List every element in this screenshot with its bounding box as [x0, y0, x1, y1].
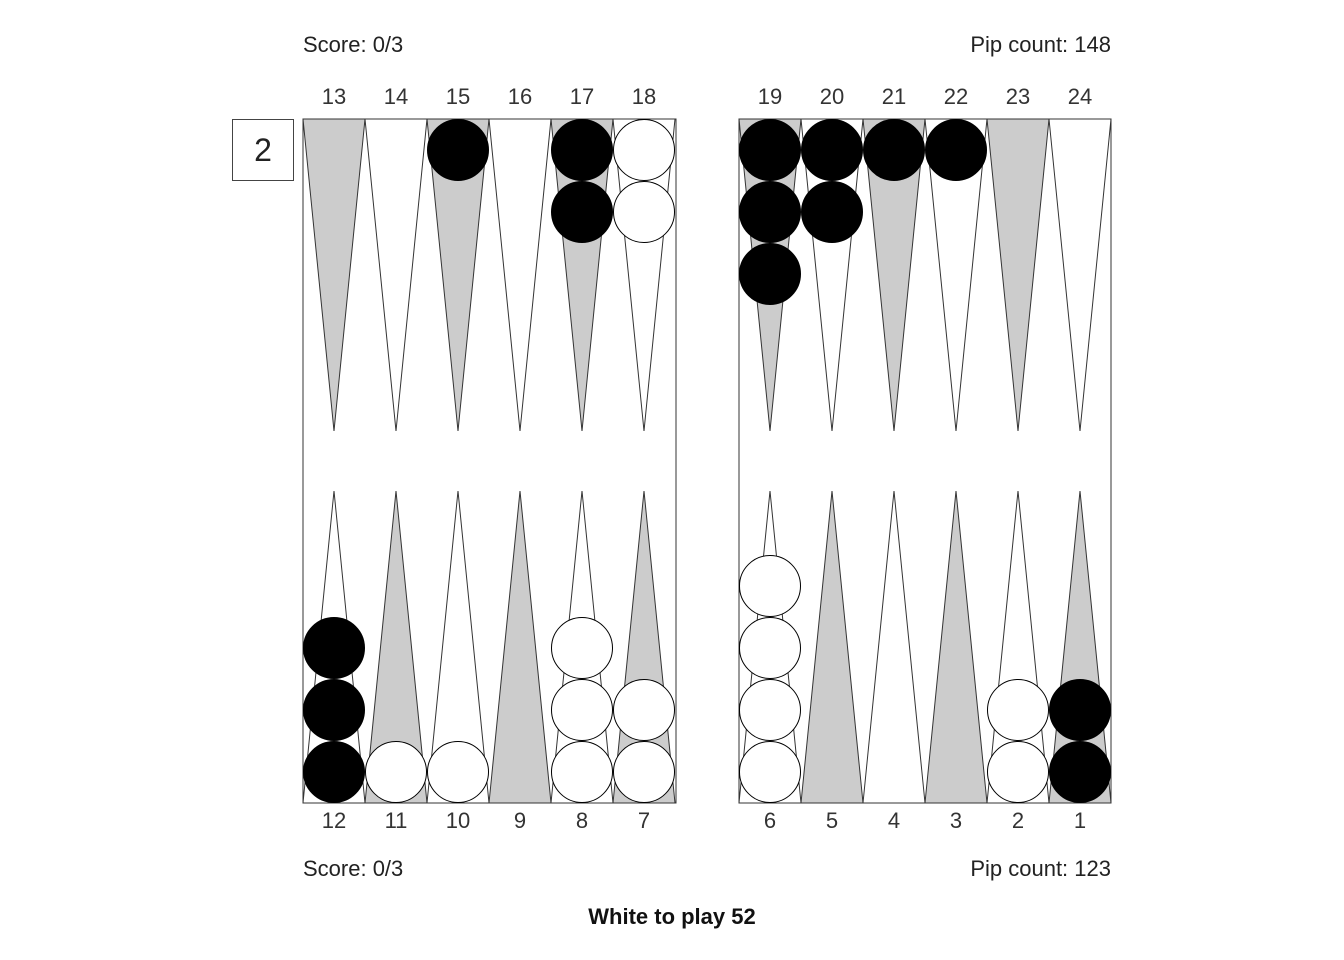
point-number-15: 15 [445, 84, 471, 109]
point-number-22: 22 [943, 84, 969, 109]
point-number-1: 1 [1073, 808, 1087, 833]
black-checker [739, 243, 801, 305]
black-checker [1049, 679, 1111, 741]
point-number-6: 6 [763, 808, 777, 833]
black-checker [551, 181, 613, 243]
white-checker [739, 679, 801, 741]
point-number-19: 19 [757, 84, 783, 109]
white-checker [427, 741, 489, 803]
black-checker [303, 617, 365, 679]
white-checker [739, 617, 801, 679]
point-number-4: 4 [887, 808, 901, 833]
white-checker [987, 679, 1049, 741]
black-checker [863, 119, 925, 181]
black-checker [1049, 741, 1111, 803]
right-board-frame [738, 118, 1112, 804]
white-checker [365, 741, 427, 803]
white-checker [551, 679, 613, 741]
top-score: Score: 0/3 [303, 32, 404, 57]
white-checker [551, 741, 613, 803]
point-number-12: 12 [321, 808, 347, 833]
point-number-10: 10 [445, 808, 471, 833]
left-board-frame [302, 118, 677, 804]
white-checker [613, 181, 675, 243]
doubling-cube[interactable]: 2 [232, 119, 294, 181]
turn-status: White to play 52 [588, 904, 756, 929]
point-number-8: 8 [575, 808, 589, 833]
point-number-21: 21 [881, 84, 907, 109]
point-number-11: 11 [384, 808, 408, 833]
point-number-16: 16 [507, 84, 533, 109]
black-checker [801, 119, 863, 181]
black-checker [739, 181, 801, 243]
white-checker [987, 741, 1049, 803]
bottom-pip-count: Pip count: 123 [970, 856, 1111, 881]
white-checker [613, 119, 675, 181]
point-number-20: 20 [819, 84, 845, 109]
black-checker [303, 679, 365, 741]
point-number-18: 18 [631, 84, 657, 109]
point-number-13: 13 [321, 84, 347, 109]
bottom-score: Score: 0/3 [303, 856, 404, 881]
point-number-23: 23 [1005, 84, 1031, 109]
white-checker [551, 617, 613, 679]
black-checker [739, 119, 801, 181]
point-number-5: 5 [825, 808, 839, 833]
black-checker [925, 119, 987, 181]
point-number-3: 3 [949, 808, 963, 833]
point-number-14: 14 [383, 84, 409, 109]
point-number-9: 9 [513, 808, 527, 833]
white-checker [613, 741, 675, 803]
point-number-7: 7 [637, 808, 651, 833]
bar [677, 119, 738, 803]
point-number-17: 17 [569, 84, 595, 109]
black-checker [303, 741, 365, 803]
point-number-24: 24 [1067, 84, 1093, 109]
white-checker [739, 741, 801, 803]
point-number-2: 2 [1011, 808, 1025, 833]
black-checker [427, 119, 489, 181]
white-checker [739, 555, 801, 617]
black-checker [801, 181, 863, 243]
black-checker [551, 119, 613, 181]
white-checker [613, 679, 675, 741]
top-pip-count: Pip count: 148 [970, 32, 1111, 57]
